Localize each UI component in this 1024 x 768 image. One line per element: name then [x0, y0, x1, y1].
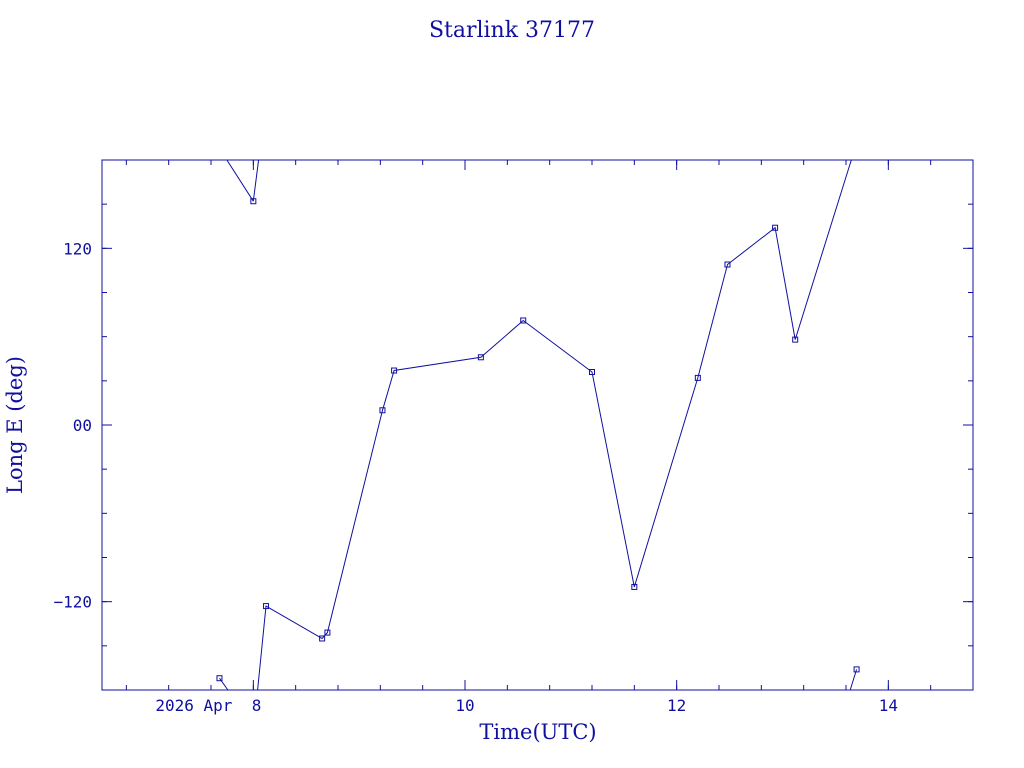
tick-labels: 2026 Apr 8 10 12 14 −120 00 120: [53, 239, 897, 715]
x-axis-label: Time(UTC): [479, 720, 596, 744]
series-line: [219, 159, 858, 691]
y-axis-label: Long E (deg): [3, 356, 27, 494]
series-segment: [849, 669, 858, 691]
data-point-marker: [379, 407, 386, 414]
major-ticks: [102, 160, 973, 690]
data-point-marker: [263, 603, 270, 610]
x-tick-label: 14: [879, 696, 898, 715]
data-point-marker: [319, 635, 326, 642]
data-point-marker: [216, 675, 223, 682]
series-segment: [219, 677, 229, 691]
x-tick-label: 10: [455, 696, 474, 715]
x-tick-label: 12: [667, 696, 686, 715]
minor-ticks: [102, 160, 974, 690]
series-segment: [252, 159, 260, 202]
plot-frame: [101, 159, 974, 691]
series-segment: [257, 159, 852, 691]
y-tick-label: 00: [73, 416, 92, 435]
data-point-marker: [853, 666, 860, 673]
data-point-marker: [250, 198, 257, 205]
chart-title: Starlink 37177: [429, 18, 595, 43]
data-point-marker: [477, 354, 484, 361]
data-point-marker: [792, 336, 799, 343]
data-point-marker: [724, 261, 731, 268]
data-point-marker: [324, 629, 331, 636]
data-point-marker: [631, 583, 638, 590]
data-point-marker: [694, 374, 701, 381]
series-segment: [226, 159, 254, 202]
data-point-marker: [520, 317, 527, 324]
data-point-marker: [391, 367, 398, 374]
y-tick-label: 120: [63, 239, 92, 258]
data-point-marker: [772, 224, 779, 231]
x-tick-label: 2026 Apr 8: [155, 696, 261, 715]
series-markers: [216, 198, 860, 682]
y-tick-label: −120: [53, 593, 92, 612]
data-point-marker: [589, 369, 596, 375]
